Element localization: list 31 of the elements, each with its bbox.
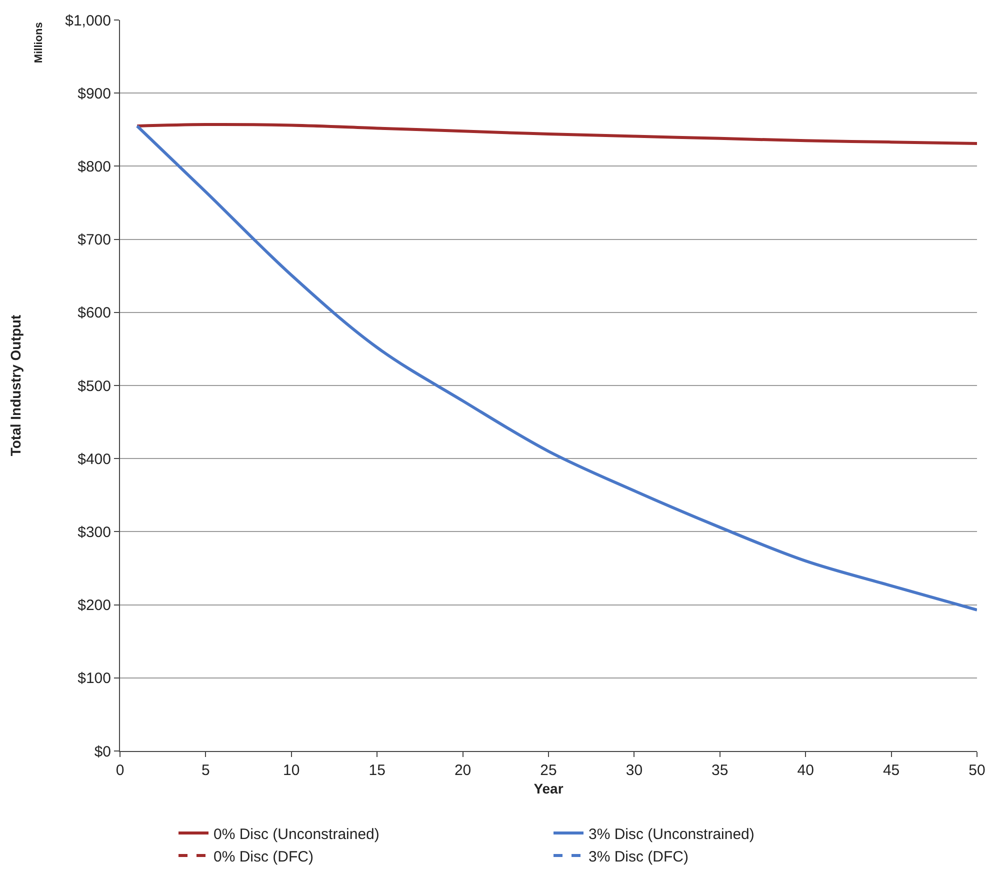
y-tick-label: $500 <box>78 378 111 395</box>
y-tick-label: $200 <box>78 597 111 614</box>
y-tick-label: $800 <box>78 158 111 176</box>
y-tick-label: $600 <box>78 304 111 322</box>
x-tick-label: 40 <box>797 762 814 779</box>
x-axis-title: Year <box>534 780 564 796</box>
y-tick-label: $1,000 <box>65 12 111 30</box>
x-tick-label: 35 <box>712 762 728 779</box>
y-axis-title: Total Industry Output <box>8 314 24 456</box>
y-tick-label: $100 <box>78 670 111 688</box>
y-tick-label: $900 <box>78 85 111 102</box>
x-tick-label: 10 <box>283 762 300 779</box>
x-tick-label: 25 <box>540 762 557 779</box>
x-tick-label: 15 <box>368 762 386 779</box>
x-tick-label: 50 <box>968 762 986 779</box>
x-tick-label: 20 <box>454 762 472 779</box>
legend-label: 3% Disc (DFC) <box>588 848 688 866</box>
y-tick-label: $0 <box>94 743 111 760</box>
line-series <box>136 124 977 612</box>
x-tick-label: 0 <box>116 762 124 779</box>
x-tick-label: 45 <box>882 762 900 779</box>
y-tick-label: $400 <box>78 450 111 468</box>
legend-label: 0% Disc (Unconstrained) <box>214 826 380 843</box>
line-series <box>136 122 977 146</box>
x-tick-label: 30 <box>626 762 643 779</box>
y-tick-label: $300 <box>78 524 111 541</box>
legend-label: 3% Disc (Unconstrained) <box>588 826 754 843</box>
y-tick-label: $700 <box>78 232 111 249</box>
text: Millions <box>33 22 46 64</box>
x-tick-label: 5 <box>202 762 210 779</box>
legend-label: 0% Disc (DFC) <box>214 848 314 866</box>
